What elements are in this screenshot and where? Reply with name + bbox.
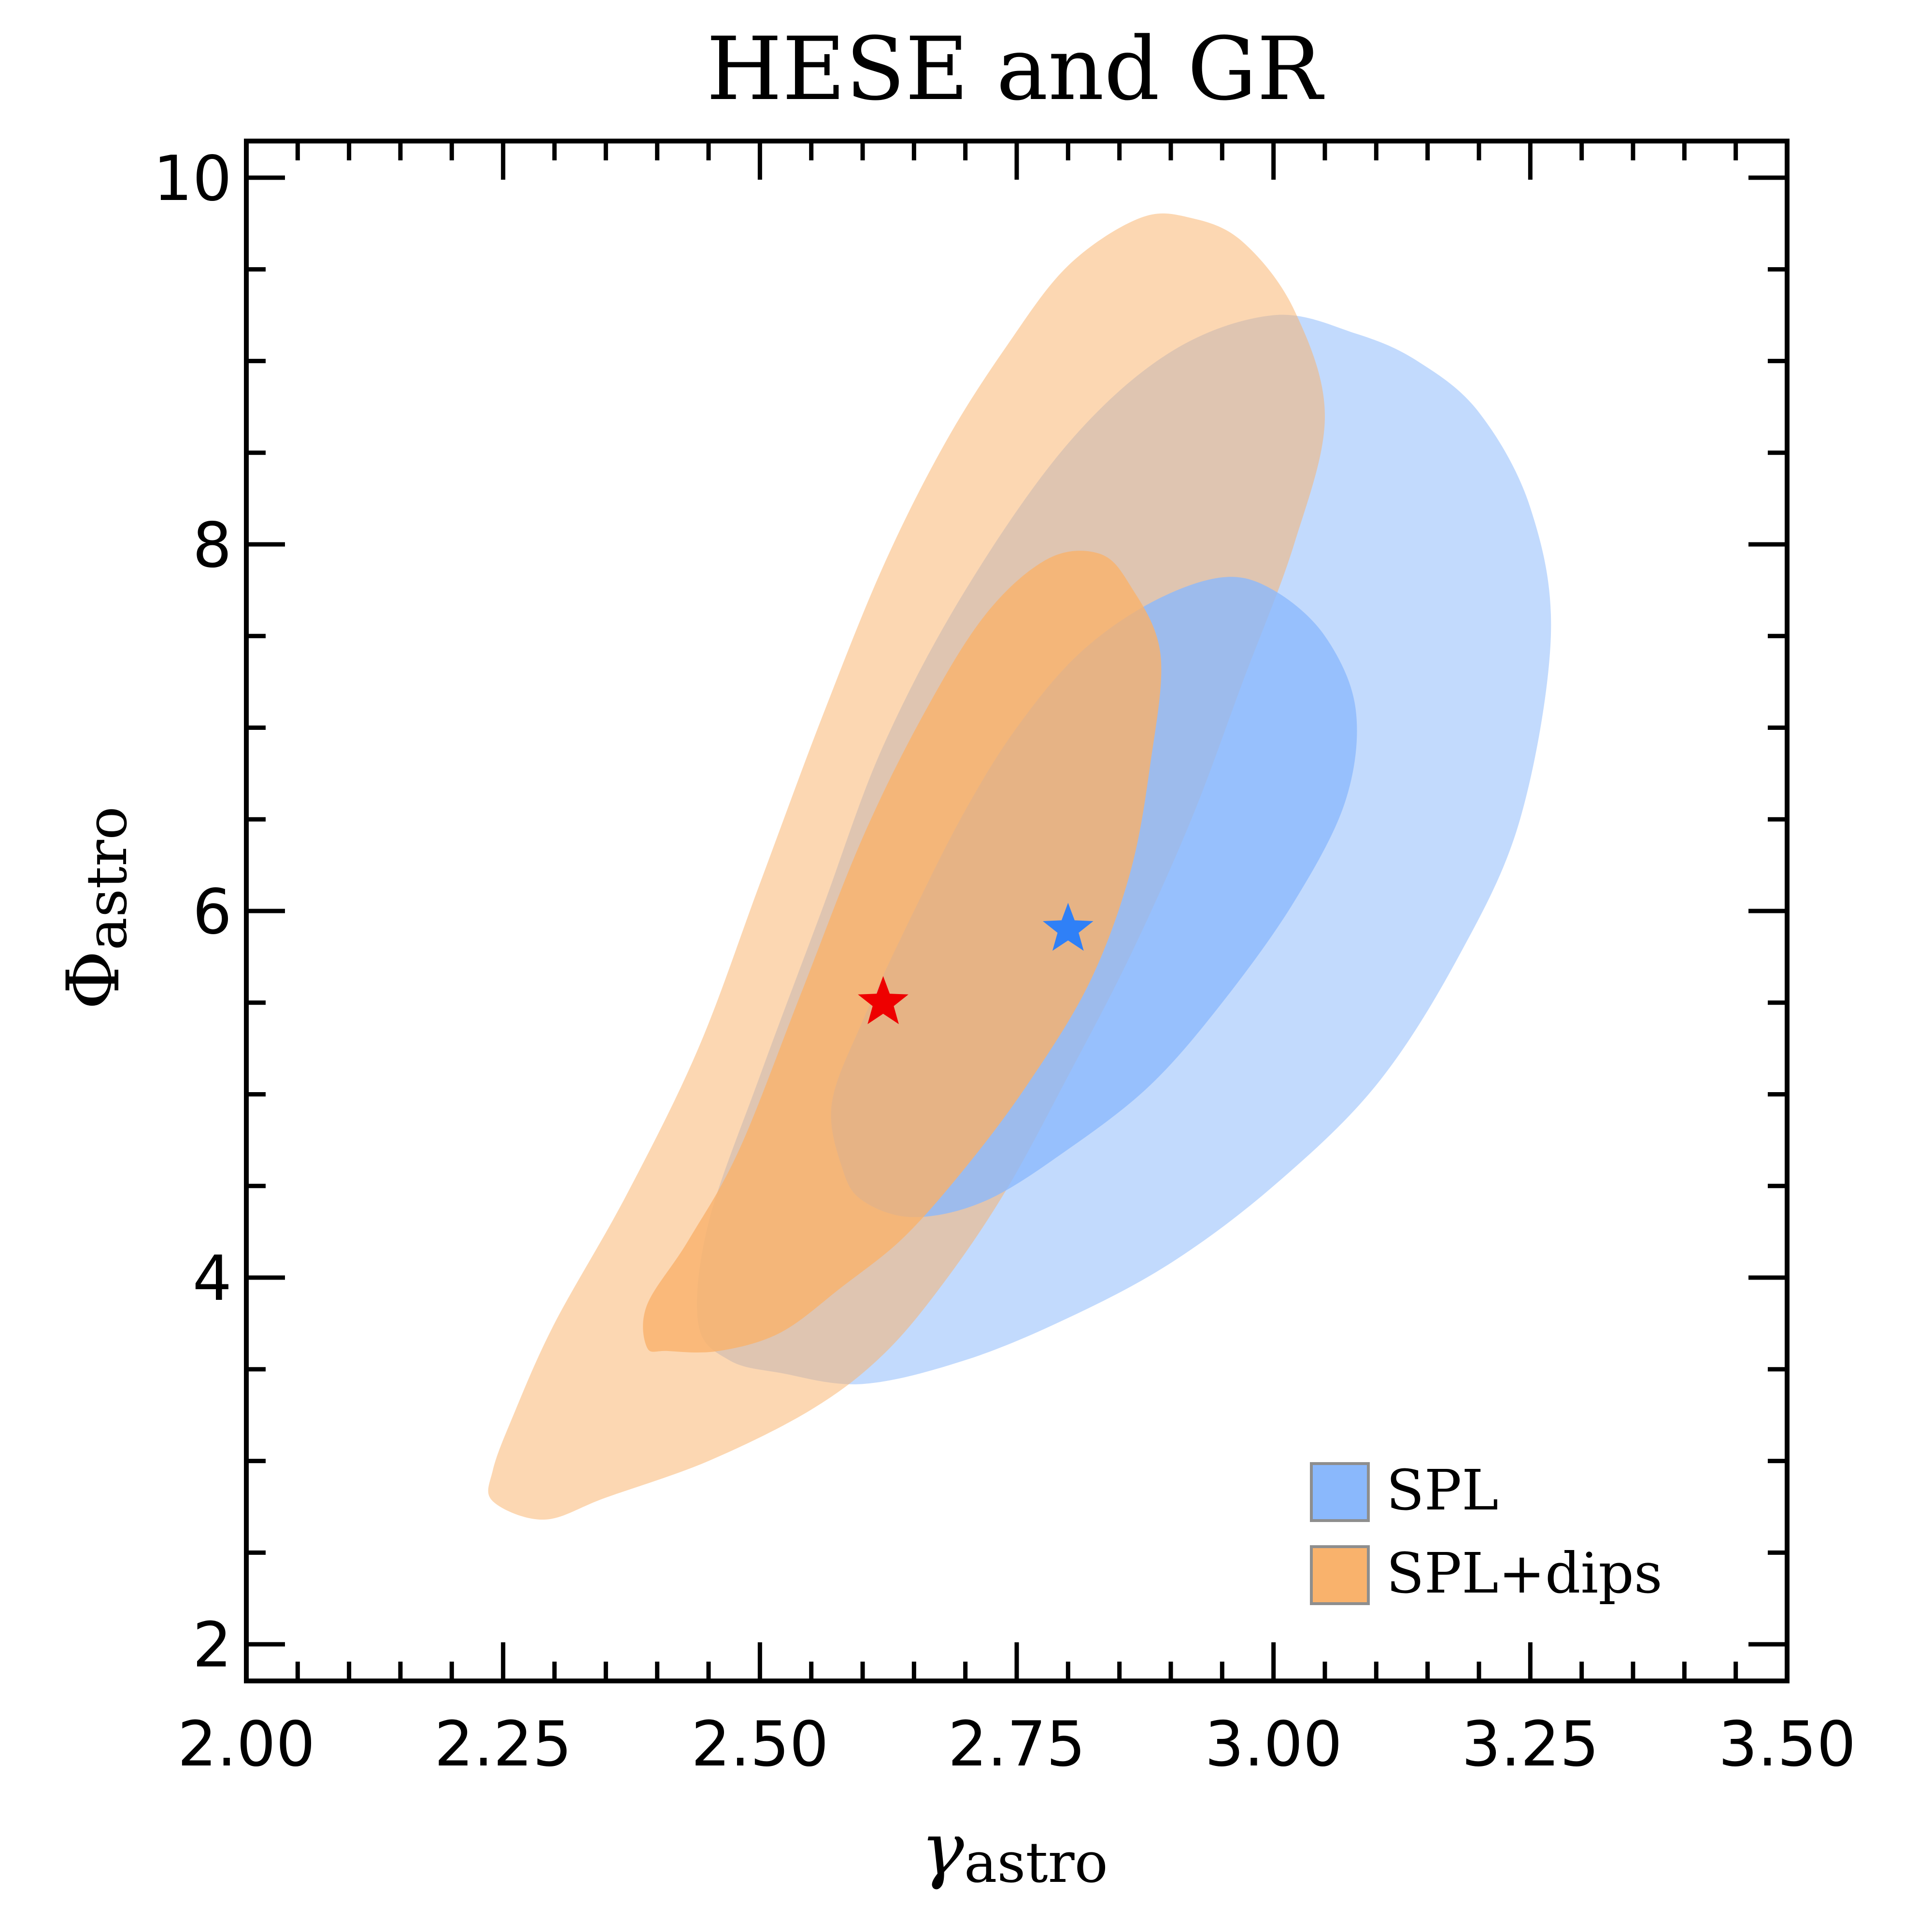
- x-axis-label: γastro: [921, 1807, 1108, 1895]
- legend: SPL SPL+dips: [1310, 1458, 1662, 1606]
- x-tick-label: 2.25: [434, 1708, 572, 1780]
- y-tick-label: 8: [193, 510, 232, 582]
- y-axis-symbol: Φ: [52, 951, 136, 1010]
- y-tick-label: 4: [193, 1243, 232, 1315]
- x-tick-label: 3.25: [1462, 1708, 1599, 1780]
- chart-title: HESE and GR: [706, 19, 1324, 120]
- x-axis-symbol: γ: [921, 1807, 964, 1892]
- y-tick-label: 6: [193, 876, 232, 948]
- x-tick-label: 3.00: [1205, 1708, 1342, 1780]
- x-tick-label: 3.50: [1719, 1708, 1856, 1780]
- y-axis-label: Φastro: [52, 807, 140, 1010]
- x-axis-subscript: astro: [964, 1831, 1108, 1895]
- y-axis-subscript: astro: [75, 807, 140, 951]
- best-fit-star-spl-dips: [858, 976, 909, 1025]
- best-fit-markers: [858, 903, 1094, 1025]
- x-tick-label: 2.50: [691, 1708, 829, 1780]
- best-fit-star-spl: [1043, 903, 1094, 951]
- legend-label: SPL+dips: [1386, 1541, 1662, 1606]
- legend-swatch: [1310, 1545, 1370, 1605]
- contour-inner-spl-dips: [643, 551, 1162, 1352]
- legend-label: SPL: [1386, 1458, 1499, 1523]
- y-tick-label: 2: [193, 1609, 232, 1681]
- y-tick-label: 10: [153, 143, 232, 215]
- axis-ticks: [244, 141, 1790, 1681]
- x-tick-label: 2.00: [178, 1708, 315, 1780]
- axis-tick-labels: 2.00 2.25 2.50 2.75 3.00 3.25 3.50 2 4 6 8 10: [153, 143, 1856, 1780]
- x-tick-label: 2.75: [948, 1708, 1086, 1780]
- legend-swatch: [1310, 1462, 1370, 1522]
- contour-layer: [488, 213, 1551, 1520]
